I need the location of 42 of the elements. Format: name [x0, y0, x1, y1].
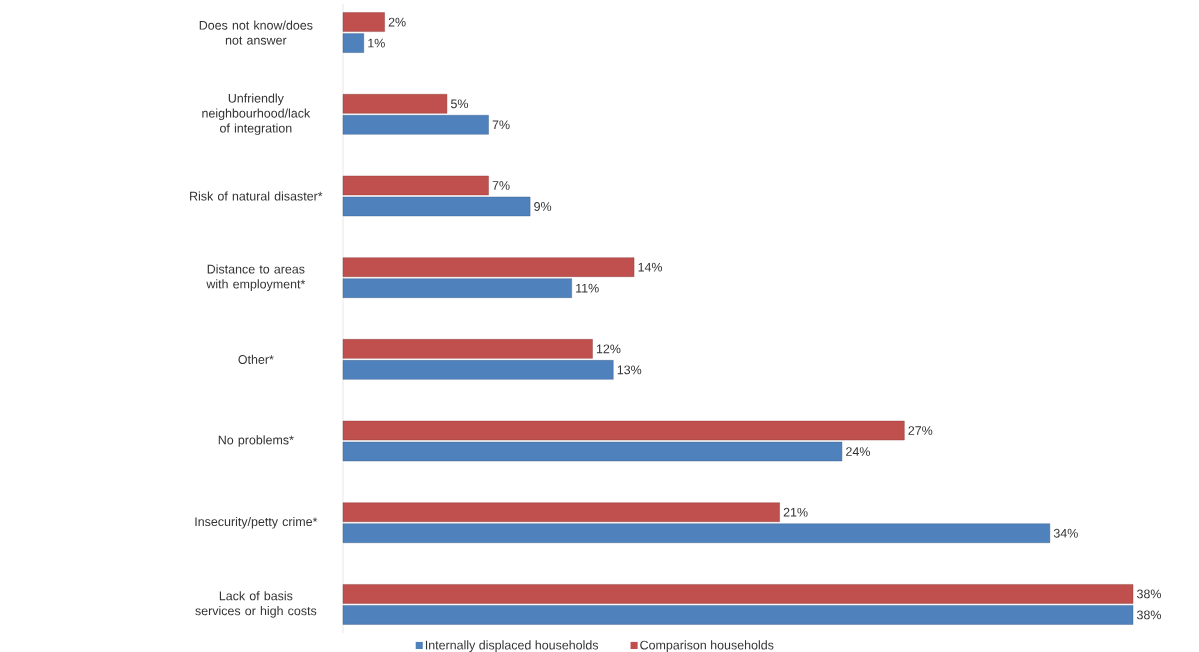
bar	[342, 257, 635, 277]
data-label: 24%	[846, 447, 870, 456]
bar	[342, 12, 385, 32]
y-tick-label: Distance to areas with employment*	[206, 264, 306, 291]
y-tick-label: Risk of natural disaster*	[190, 191, 323, 201]
bar	[342, 175, 489, 196]
data-label: 14%	[638, 262, 663, 272]
bar	[342, 115, 489, 135]
bar	[342, 33, 364, 53]
legend-label: Comparison households	[640, 640, 774, 652]
bar	[342, 339, 593, 359]
data-label: 9%	[534, 202, 552, 211]
bar	[342, 584, 1134, 604]
bar	[342, 94, 448, 114]
y-tick-label: Lack of basis services or high costs	[195, 591, 317, 618]
data-label: 2%	[388, 17, 406, 27]
data-label: 11%	[576, 283, 599, 293]
data-label: 12%	[596, 344, 621, 354]
y-tick-label: Other*	[238, 354, 274, 364]
data-label: 34%	[1053, 528, 1078, 538]
data-label: 1%	[368, 38, 385, 48]
data-label: 7%	[492, 181, 510, 190]
data-label: 38%	[1137, 589, 1161, 599]
bar	[342, 196, 531, 217]
data-label: 5%	[450, 99, 469, 109]
bar	[342, 502, 780, 522]
bar	[342, 278, 572, 298]
bar	[342, 420, 905, 441]
y-tick-label: No problems*	[218, 435, 294, 447]
y-tick-label: Does not know/does not answer	[199, 20, 313, 45]
bar	[342, 441, 843, 462]
bar	[342, 605, 1134, 625]
data-label: 7%	[492, 120, 510, 130]
data-label: 21%	[783, 507, 808, 517]
data-label: 27%	[908, 426, 933, 435]
y-tick-label: Insecurity/petty crime*	[195, 516, 318, 529]
data-label: 38%	[1137, 610, 1161, 620]
bar	[342, 523, 1051, 543]
bar	[342, 360, 614, 380]
legend-label: Internally displaced households	[425, 640, 599, 652]
data-label: 13%	[617, 365, 642, 375]
y-tick-label: Unfriendly neighbourhood/lack of integration	[202, 93, 311, 136]
